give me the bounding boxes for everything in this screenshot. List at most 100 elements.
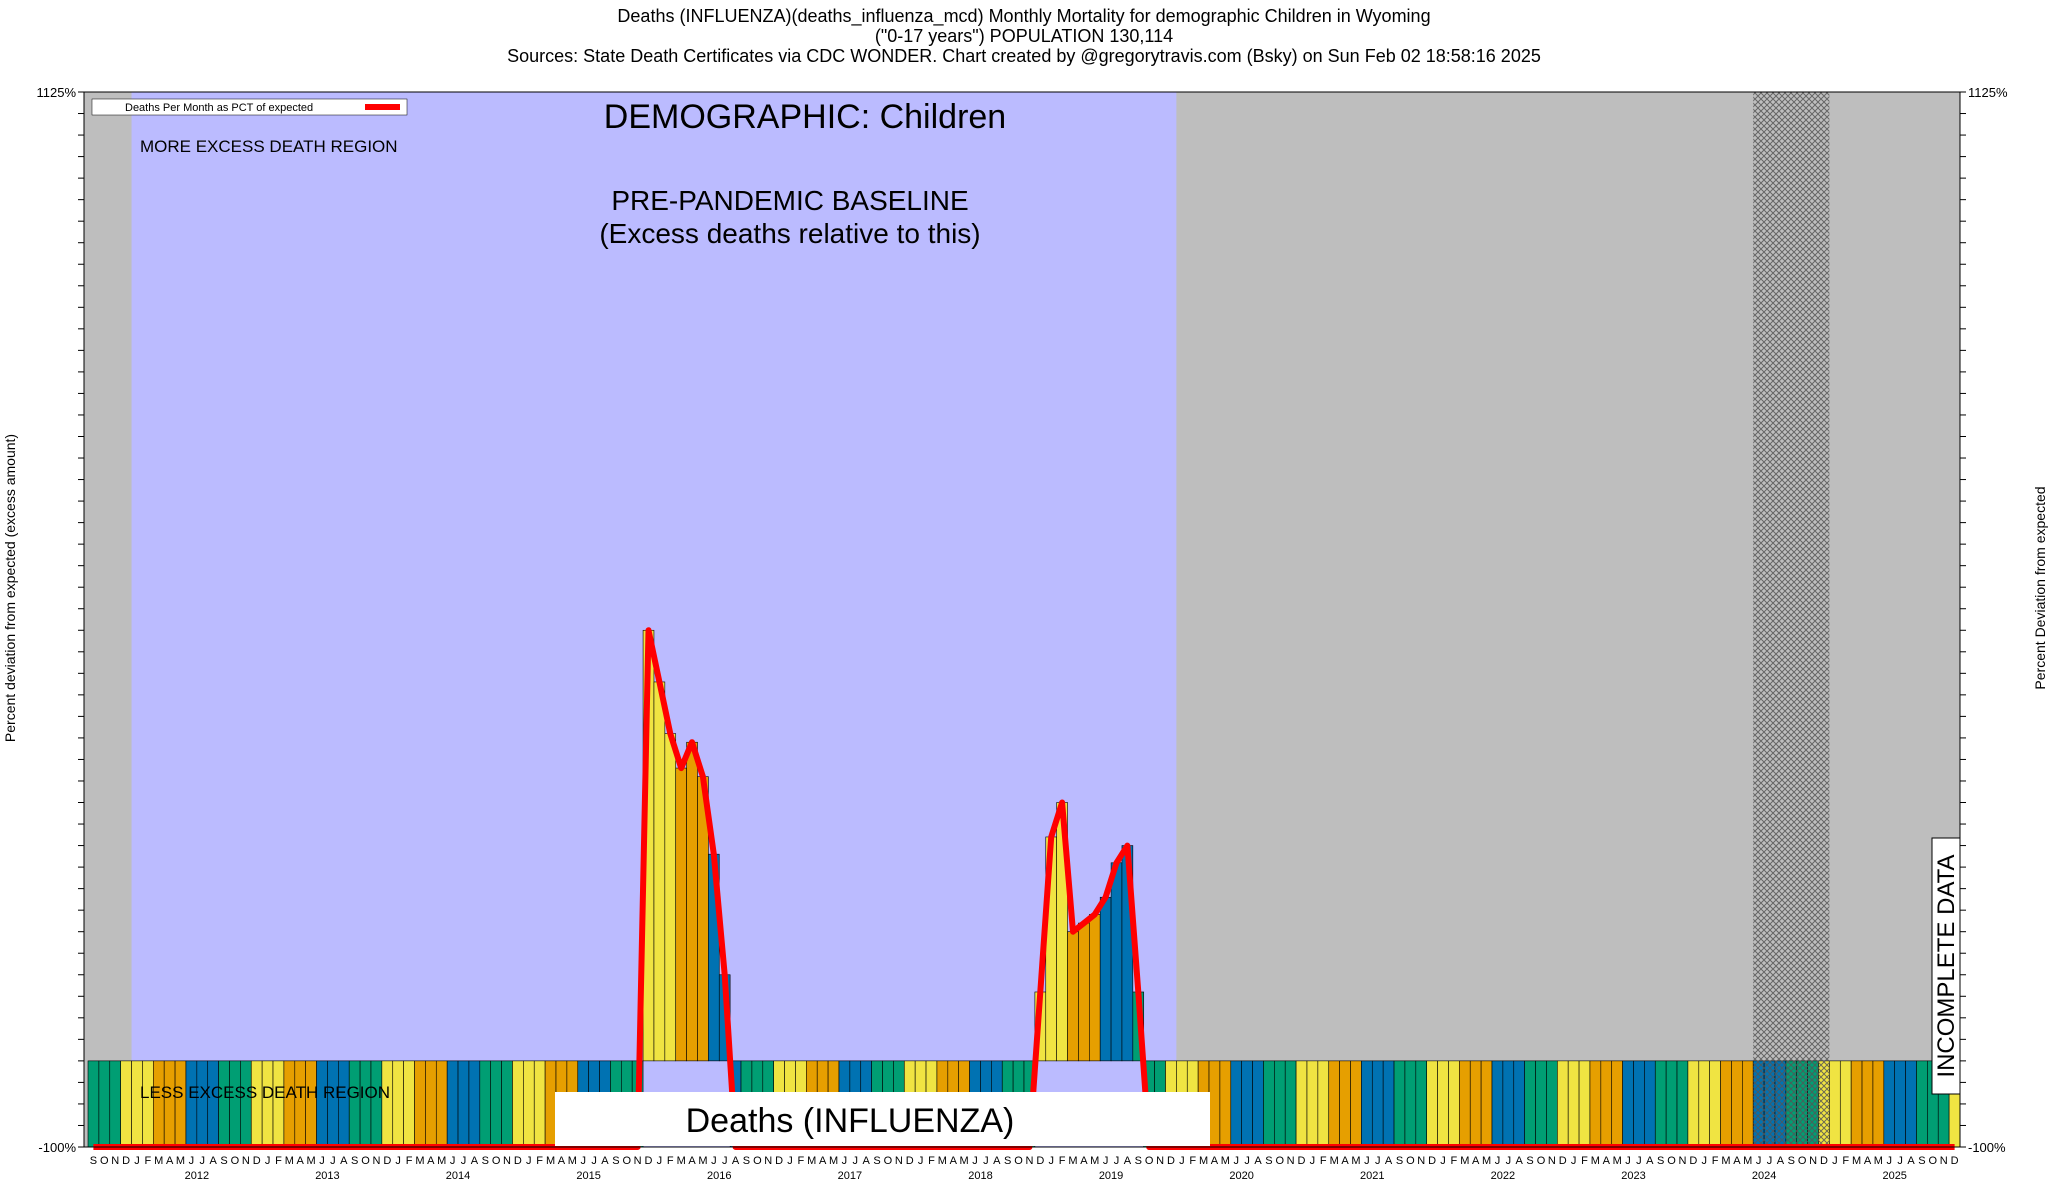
data-bar (1524, 1060, 1536, 1148)
x-month-label: J (1375, 1155, 1381, 1167)
x-month-label: N (242, 1155, 250, 1167)
x-month-label: D (1559, 1155, 1567, 1167)
x-month-label: A (1516, 1155, 1524, 1167)
data-bar (1339, 1060, 1351, 1148)
data-bar (1404, 1060, 1417, 1148)
x-month-label: D (1036, 1155, 1044, 1167)
x-month-label: O (1145, 1155, 1154, 1167)
x-month-label: O (492, 1155, 501, 1167)
x-month-label: A (819, 1155, 827, 1167)
series-title-box (555, 1092, 1210, 1146)
incomplete-data-box (1931, 837, 1961, 1095)
data-bar (435, 1060, 448, 1148)
x-month-label: D (775, 1155, 783, 1167)
data-bar (1437, 1060, 1449, 1148)
data-bar (1883, 1060, 1895, 1148)
data-bar (1546, 1060, 1558, 1148)
data-bar (338, 1060, 350, 1148)
data-bar (1393, 1060, 1406, 1148)
chart-title: Deaths (INFLUENZA)(deaths_influenza_mcd)… (617, 6, 1431, 26)
x-month-label: A (1080, 1155, 1088, 1167)
data-bar (512, 1060, 524, 1148)
x-month-label: J (1897, 1155, 1903, 1167)
x-month-label: A (1777, 1155, 1785, 1167)
x-month-label: J (395, 1155, 401, 1167)
x-year-label: 2025 (1882, 1170, 1906, 1182)
data-bar (1382, 1060, 1395, 1148)
x-month-label: M (154, 1155, 163, 1167)
x-month-label: J (1048, 1155, 1054, 1167)
x-month-label: F (928, 1155, 935, 1167)
data-bar (1089, 914, 1101, 1062)
x-month-label: J (983, 1155, 989, 1167)
x-month-label: J (1506, 1155, 1512, 1167)
less-excess-region-label: LESS EXCESS DEATH REGION (140, 1083, 390, 1102)
data-bar (370, 1060, 383, 1148)
data-bar (544, 1060, 557, 1148)
data-bar (1687, 1060, 1700, 1148)
data-bar (348, 1060, 361, 1148)
data-bar (1110, 862, 1123, 1062)
x-month-label: J (461, 1155, 467, 1167)
data-bar (272, 1060, 285, 1148)
x-month-label: J (591, 1155, 597, 1167)
x-month-label: M (1330, 1155, 1339, 1167)
x-month-label: M (1852, 1155, 1861, 1167)
x-month-label: F (536, 1155, 543, 1167)
x-month-label: S (873, 1155, 880, 1167)
x-month-label: M (677, 1155, 686, 1167)
data-bar (250, 1060, 263, 1148)
x-month-label: S (1918, 1155, 1925, 1167)
data-bar (1654, 1060, 1667, 1148)
data-bar (1263, 1060, 1275, 1148)
x-year-label: 2020 (1229, 1170, 1253, 1182)
data-bar (1557, 1060, 1569, 1148)
data-bar (185, 1060, 198, 1148)
x-month-label: J (1103, 1155, 1109, 1167)
data-bar (1284, 1060, 1297, 1148)
x-month-label: J (711, 1155, 717, 1167)
x-month-label: A (427, 1155, 435, 1167)
data-bar (1241, 1060, 1253, 1148)
x-month-label: A (1254, 1155, 1262, 1167)
data-bar (501, 1060, 513, 1148)
x-month-label: N (1940, 1155, 1948, 1167)
x-month-label: A (601, 1155, 609, 1167)
data-bar (1709, 1060, 1721, 1148)
x-month-label: A (209, 1155, 217, 1167)
data-bar (305, 1060, 317, 1148)
x-month-label: J (1244, 1155, 1250, 1167)
x-month-label: S (1396, 1155, 1403, 1167)
x-month-label: S (1526, 1155, 1533, 1167)
data-bar (664, 733, 677, 1062)
data-bar (359, 1060, 372, 1148)
x-month-label: J (918, 1155, 924, 1167)
x-month-label: D (906, 1155, 914, 1167)
x-month-label: M (307, 1155, 316, 1167)
x-month-label: O (1275, 1155, 1284, 1167)
x-month-label: N (1678, 1155, 1686, 1167)
x-month-label: M (1613, 1155, 1622, 1167)
x-month-label: M (285, 1155, 294, 1167)
data-bar (261, 1060, 274, 1148)
data-bar (1589, 1060, 1602, 1148)
x-month-label: J (134, 1155, 140, 1167)
data-bar (1480, 1060, 1493, 1148)
data-bar (218, 1060, 230, 1148)
chart-source: Sources: State Death Certificates via CD… (507, 46, 1541, 66)
x-month-label: O (1014, 1155, 1023, 1167)
x-month-label: M (1460, 1155, 1469, 1167)
demographic-annotation: DEMOGRAPHIC: Children (604, 98, 1006, 136)
data-bar (1622, 1060, 1634, 1148)
x-month-label: A (1341, 1155, 1349, 1167)
x-month-label: F (1842, 1155, 1849, 1167)
data-bar (1459, 1060, 1471, 1148)
x-month-label: A (340, 1155, 348, 1167)
data-bar (1905, 1060, 1917, 1148)
x-month-label: J (787, 1155, 793, 1167)
x-month-label: S (1265, 1155, 1272, 1167)
x-month-label: F (1189, 1155, 1196, 1167)
x-month-label: J (1887, 1155, 1893, 1167)
x-month-label: J (842, 1155, 848, 1167)
